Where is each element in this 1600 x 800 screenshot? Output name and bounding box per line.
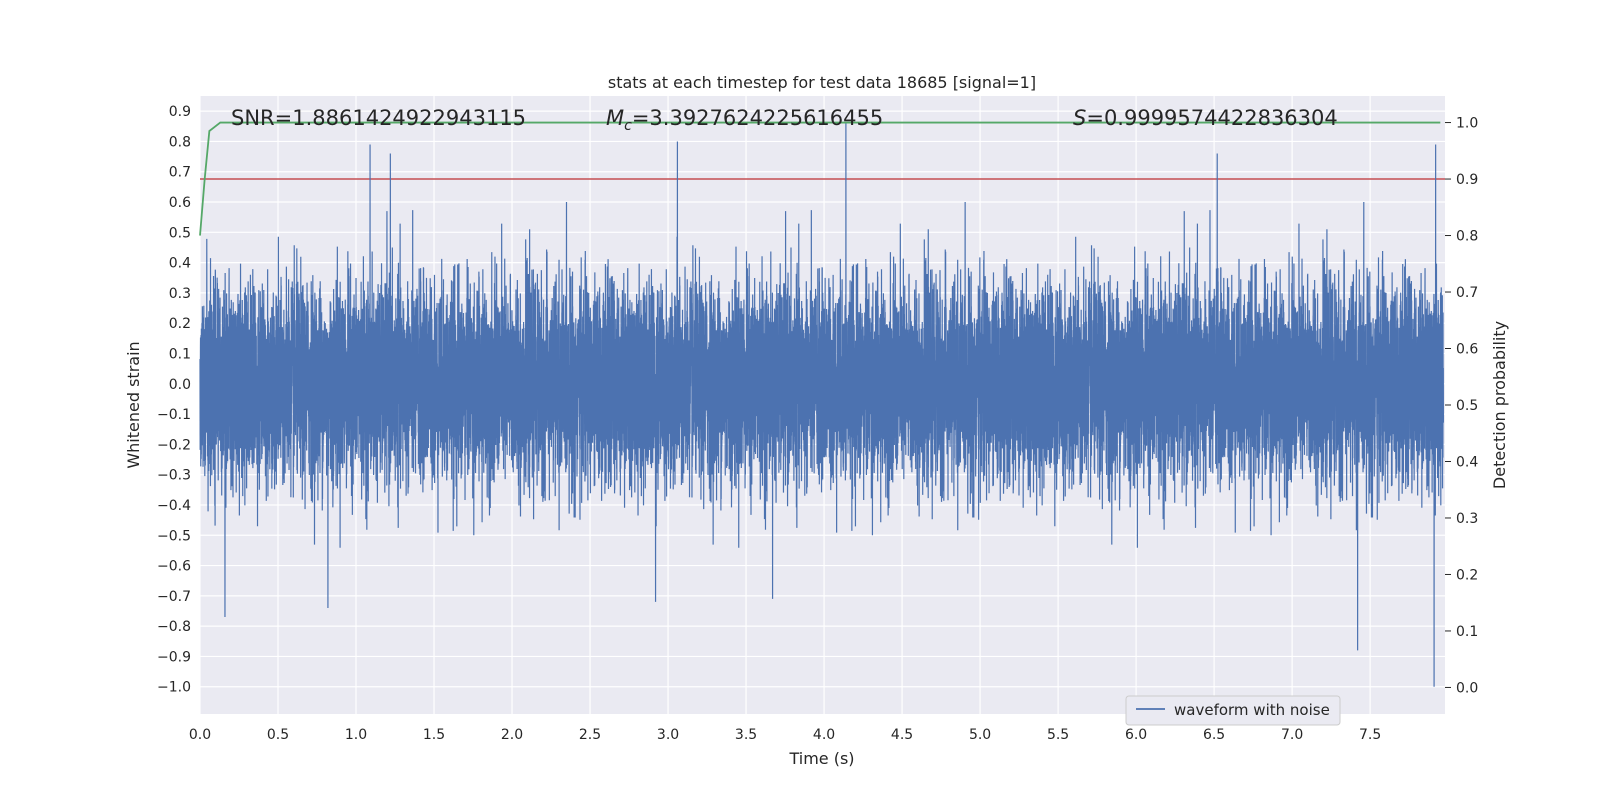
x-axis-label: Time (s) [788,749,854,768]
statistic-symbol: S [1073,106,1086,130]
snr-annotation: SNR=1.8861424922943115 [231,106,526,130]
y-right-tick-label: 0.1 [1456,624,1478,640]
y-right-axis-label: Detection probability [1490,321,1509,489]
y-right-tick-label: 0.9 [1456,172,1478,188]
probability-series-line [199,121,1441,236]
y-tick-label: 0.6 [169,195,191,211]
x-tick-label: 5.5 [1047,727,1069,743]
y-tick-label: 0.3 [169,286,191,302]
x-tick-label: 2.5 [579,727,601,743]
y-tick-label: −0.1 [157,407,191,423]
legend-label: waveform with noise [1174,701,1330,719]
probability-layer [199,121,1441,236]
y-axis-label: Whitened strain [124,341,143,468]
y-tick-label: −0.4 [157,498,191,514]
y-tick-label: 0.4 [169,256,191,272]
y-right-tick-label: 0.0 [1456,680,1478,696]
x-tick-label: 1.5 [423,727,445,743]
y-tick-label: 0.2 [169,316,191,332]
waveform-layer [199,123,1444,687]
x-tick-label: 0.5 [267,727,289,743]
x-tick-label: 4.0 [813,727,835,743]
legend-box [1125,695,1341,726]
y-tick-label: −0.2 [157,437,191,453]
x-tick-label: 3.5 [735,727,757,743]
y-right-tick-label: 0.4 [1456,454,1478,470]
statistic-value: =0.9999574422836304 [1086,106,1337,130]
chirp-mass-value: =3.3927624225616455 [632,106,883,130]
x-tick-label: 3.0 [657,727,679,743]
y-tick-label: 0.1 [169,347,191,363]
y-right-tick-label: 0.6 [1456,342,1478,358]
x-tick-label: 6.0 [1125,727,1147,743]
x-tick-label: 7.0 [1281,727,1303,743]
chirp-mass-annotation: Mc=3.3927624225616455 [606,106,883,134]
y-right-tick-label: 0.2 [1456,567,1478,583]
y-right-tick-label: 0.3 [1456,511,1478,527]
y-tick-label: −0.3 [157,468,191,484]
y-tick-label: −0.6 [157,559,191,575]
statistic-annotation: S=0.9999574422836304 [1073,106,1338,130]
x-tick-label: 2.0 [501,727,523,743]
x-tick-label: 4.5 [891,727,913,743]
y-tick-label: 0.7 [169,165,191,181]
x-tick-label: 6.5 [1203,727,1225,743]
x-axis-ticks: 0.0 0.5 1.0 1.5 2.0 2.5 3.0 3.5 4.0 4.5 5.0 5.5 6.0 6… [189,727,1381,743]
y-tick-label: −1.0 [157,680,191,696]
x-tick-label: 5.0 [969,727,991,743]
y-right-tick-label: 1.0 [1456,116,1478,132]
chart-title: stats at each timestep for test data 186… [608,73,1036,92]
y-right-tick-label: 0.8 [1456,229,1478,245]
y-right-tick-label: 0.7 [1456,285,1478,301]
chirp-mass-symbol: M [606,106,624,130]
waveform-series-line [199,123,1444,687]
y-tick-label: −0.8 [157,619,191,635]
x-tick-label: 1.0 [345,727,367,743]
x-tick-label: 7.5 [1359,727,1381,743]
legend: waveform with noise [1125,695,1341,726]
y-tick-label: −0.7 [157,589,191,605]
y-axis-ticks: 0.9 0.8 0.7 0.6 0.5 0.4 0.3 0.2 0.1 0.0 −0.1 −0.2 −0… [157,104,191,696]
y-right-axis-ticks: 1.0 0.9 0.8 0.7 0.6 0.5 0.4 0.3 0.2 0.1 0.0 [1445,116,1478,696]
y-tick-label: 0.5 [169,225,191,241]
x-tick-label: 0.0 [189,727,211,743]
y-tick-label: −0.9 [157,649,191,665]
y-right-tick-label: 0.5 [1456,398,1478,414]
y-tick-label: 0.9 [169,104,191,120]
y-tick-label: 0.8 [169,134,191,150]
y-tick-label: 0.0 [169,377,191,393]
y-tick-label: −0.5 [157,528,191,544]
chirp-mass-subscript: c [624,118,632,134]
